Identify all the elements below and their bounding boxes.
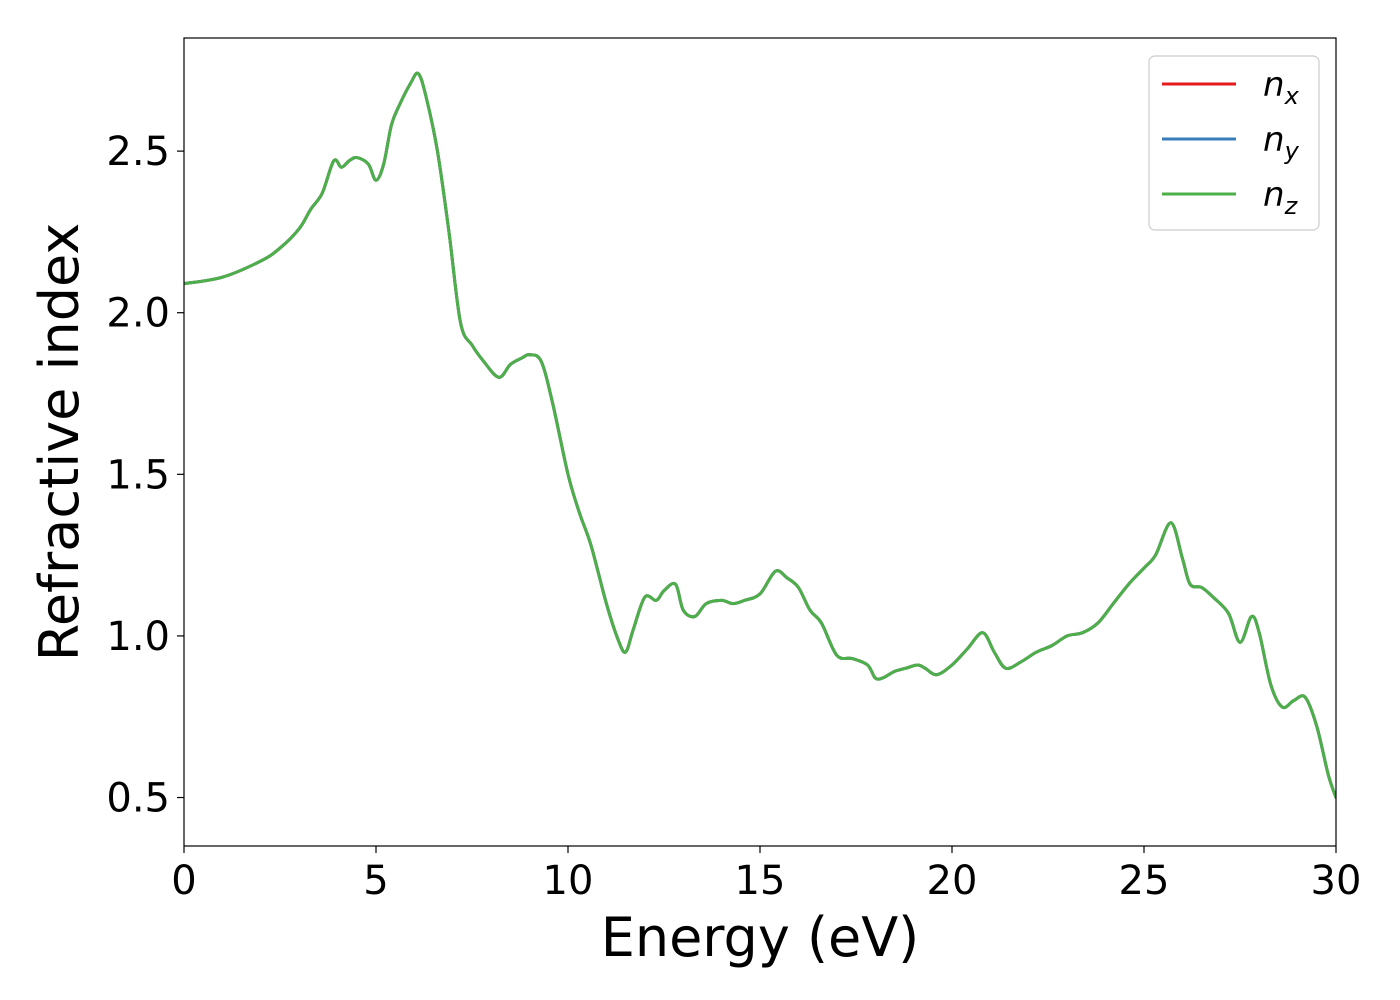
- y-tick-label: 0.5: [106, 776, 170, 822]
- legend-label-subscript: x: [1284, 82, 1300, 110]
- legend-label-base: n: [1263, 175, 1285, 215]
- x-axis-label: Energy (eV): [601, 906, 920, 969]
- legend-label-subscript: z: [1284, 192, 1299, 220]
- y-tick-label: 1.0: [106, 614, 170, 660]
- x-tick-label: 10: [543, 858, 594, 904]
- y-tick-label: 2.5: [106, 129, 170, 175]
- y-axis-label: Refractive index: [28, 223, 91, 662]
- x-tick-label: 15: [735, 858, 786, 904]
- x-tick-label: 20: [927, 858, 978, 904]
- y-tick-label: 1.5: [106, 452, 170, 498]
- x-axis-ticks: 0 5 10 15 20 25 30: [171, 846, 1361, 904]
- series-line-nz: [184, 71, 1336, 800]
- legend-label-base: n: [1263, 65, 1285, 105]
- legend-label-ny: ny: [1263, 120, 1300, 165]
- legend-label-subscript: y: [1284, 137, 1300, 165]
- legend-label-base: n: [1263, 120, 1285, 160]
- legend-box: [1148, 55, 1320, 231]
- series-layer: [184, 71, 1336, 800]
- x-tick-label: 30: [1311, 858, 1362, 904]
- y-tick-label: 2.0: [106, 291, 170, 337]
- legend-label-nx: nx: [1263, 65, 1300, 110]
- x-tick-label: 0: [171, 858, 196, 904]
- legend-label-nz: nz: [1263, 175, 1299, 220]
- y-axis-ticks: 0.5 1.0 1.5 2.0 2.5: [106, 129, 184, 822]
- x-tick-label: 5: [363, 858, 388, 904]
- x-tick-label: 25: [1119, 858, 1170, 904]
